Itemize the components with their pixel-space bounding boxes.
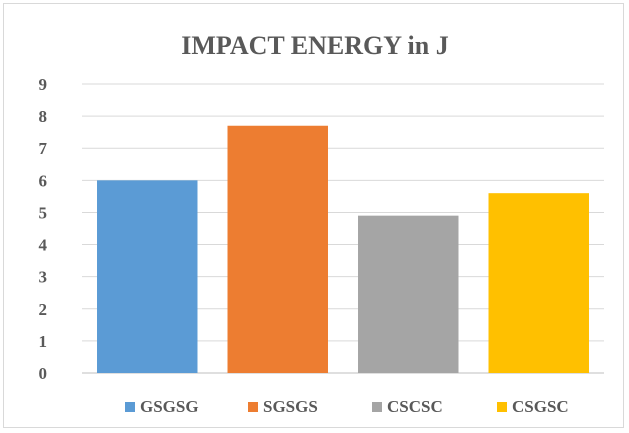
- bar-sgsgs: [227, 125, 328, 373]
- y-tick-label: 9: [39, 75, 48, 94]
- y-tick-label: 4: [39, 236, 48, 255]
- chart-title: IMPACT ENERGY in J: [181, 31, 449, 60]
- legend-label: CSCSC: [387, 397, 443, 416]
- y-axis-tick-labels: 0 1 2 3 4 5 6 7 8 9: [39, 75, 48, 383]
- legend-swatch: [497, 402, 507, 412]
- legend-label: GSGSG: [140, 397, 199, 416]
- y-tick-label: 1: [39, 332, 48, 351]
- legend-label: SGSGS: [263, 397, 318, 416]
- bar-cscsc: [358, 215, 459, 373]
- y-tick-label: 5: [39, 203, 48, 222]
- legend: GSGSG SGSGS CSCSC CSGSC: [125, 397, 569, 416]
- legend-swatch: [248, 402, 258, 412]
- legend-swatch: [125, 402, 135, 412]
- y-tick-label: 8: [39, 107, 48, 126]
- legend-item-gsgsg: GSGSG: [125, 397, 199, 416]
- legend-label: CSGSC: [512, 397, 569, 416]
- bar-csgsc: [488, 193, 589, 373]
- y-tick-label: 3: [39, 268, 48, 287]
- bars: [97, 125, 589, 373]
- y-tick-label: 7: [39, 139, 48, 158]
- legend-swatch: [372, 402, 382, 412]
- y-tick-label: 0: [39, 364, 48, 383]
- legend-item-csgsc: CSGSC: [497, 397, 569, 416]
- y-tick-label: 6: [39, 171, 48, 190]
- bar-gsgsg: [97, 180, 198, 373]
- y-tick-label: 2: [39, 300, 48, 319]
- legend-item-sgsgs: SGSGS: [248, 397, 318, 416]
- legend-item-cscsc: CSCSC: [372, 397, 443, 416]
